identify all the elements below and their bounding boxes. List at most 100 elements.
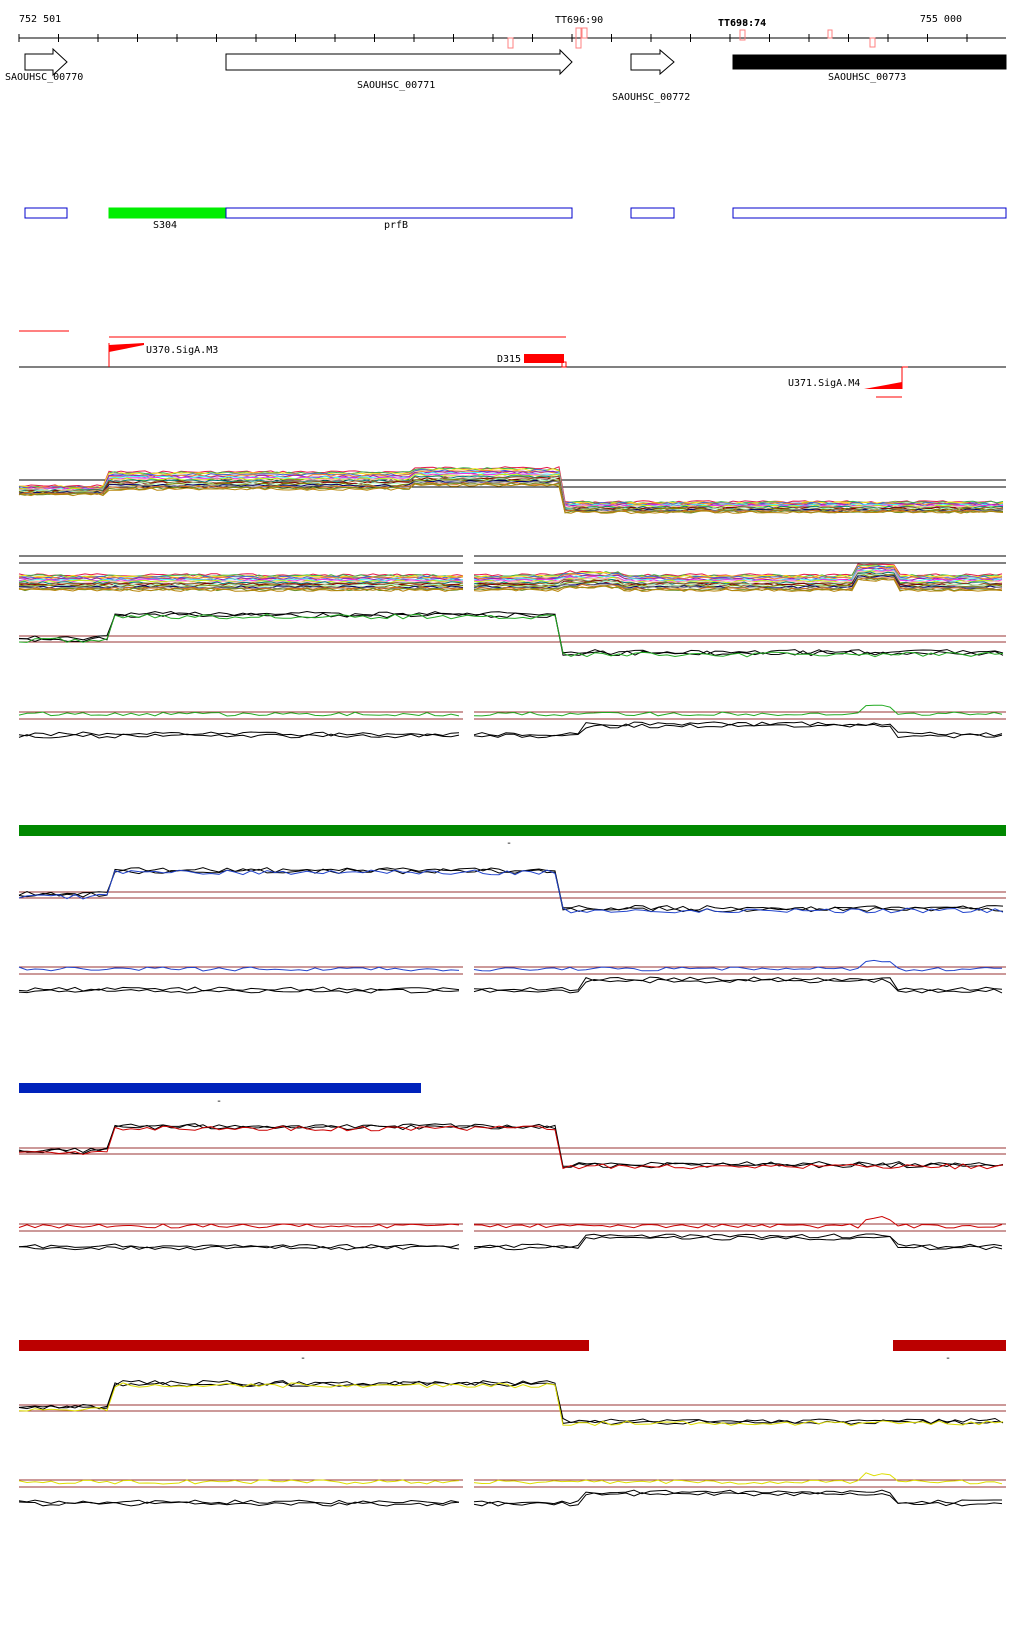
expression-trace — [18, 613, 1004, 658]
ratio-trace — [18, 711, 460, 717]
condition-panel-yellow — [18, 1379, 1006, 1507]
ratio-trace — [18, 1501, 460, 1507]
ratio-trace — [473, 1235, 1003, 1251]
ratio-trace — [473, 1489, 1002, 1505]
condition-bar[interactable] — [19, 825, 1006, 836]
gene-label: SAOUHSC_00772 — [612, 92, 690, 103]
expression-trace — [18, 576, 464, 580]
ratio-trace — [473, 721, 1003, 737]
condition-mark: - — [945, 1353, 951, 1364]
ratio-trace — [473, 1215, 1003, 1229]
gene-arrow[interactable] — [225, 48, 573, 76]
condition-mark: - — [300, 1353, 306, 1364]
ratio-trace — [18, 966, 460, 972]
expression-trace — [18, 577, 464, 581]
condition-bar[interactable] — [19, 1083, 421, 1093]
terminator-label: TT696:90 — [555, 15, 603, 26]
terminator-mark — [581, 27, 588, 39]
promoter-mark[interactable] — [864, 382, 902, 389]
condition-panel-blue — [18, 867, 1006, 994]
terminator-mark — [739, 29, 746, 41]
condition-bar-green: - — [19, 825, 1006, 849]
ratio-trace — [18, 733, 460, 739]
terminator-mark — [507, 37, 514, 49]
condition-panel-red — [18, 1123, 1006, 1251]
condition-bar-red: - - — [19, 1340, 1006, 1364]
expression-trace — [18, 1379, 1004, 1424]
ruler-ticks — [18, 34, 968, 42]
condition-bar[interactable] — [893, 1340, 1006, 1351]
expression-trace — [473, 565, 1003, 580]
promoter-mark[interactable] — [109, 343, 144, 352]
ratio-trace — [473, 1492, 1003, 1507]
gene-arrow[interactable] — [630, 48, 675, 76]
expression-trace — [18, 867, 1004, 912]
expression-trace — [18, 612, 1004, 657]
feature-label: S304 — [153, 220, 177, 231]
expression-trace — [473, 576, 1003, 590]
expression-panels — [18, 466, 1006, 1507]
feature-box-prfb[interactable] — [225, 207, 573, 219]
ruler-end-label: 755 000 — [920, 14, 962, 25]
expression-trace — [18, 1381, 1004, 1426]
expression-trace — [19, 1123, 1004, 1168]
ratio-trace — [473, 704, 1003, 717]
feature-label: prfB — [384, 220, 408, 231]
ratio-trace — [473, 723, 1003, 739]
feature-box[interactable] — [732, 207, 1007, 219]
multi-condition-panel-split — [18, 555, 1006, 592]
terminator-label: TT699:74 — [718, 18, 766, 29]
condition-bar[interactable] — [19, 1340, 589, 1351]
terminator-mark — [869, 37, 876, 48]
feature-track: S304 prfB — [24, 207, 1007, 231]
expression-trace — [473, 563, 1003, 577]
ratio-trace — [473, 1472, 1003, 1485]
terminator-label: TT698:74 — [718, 18, 766, 29]
expression-trace — [18, 868, 1004, 913]
expression-trace — [18, 869, 1004, 914]
expression-trace — [473, 573, 1003, 586]
gene-track: SAOUHSC_00770 SAOUHSC_00771 SAOUHSC_0077… — [5, 47, 1007, 103]
expression-trace — [473, 570, 1003, 584]
expression-trace — [18, 1125, 1004, 1170]
ratio-trace — [18, 1243, 460, 1249]
promoter-block-end — [561, 361, 567, 368]
condition-bar-blue: - — [19, 1083, 421, 1107]
gene-arrow[interactable] — [24, 47, 68, 77]
condition-mark: - — [506, 838, 512, 849]
gene-label: SAOUHSC_00771 — [357, 80, 435, 91]
condition-mark: - — [216, 1096, 222, 1107]
terminator-track: TT696:90 TT698:74 TT699:74 — [507, 15, 876, 49]
expression-trace — [473, 567, 1003, 581]
promoter-track: U370.SigA.M3 D315 U371.SigA.M4 — [19, 330, 1006, 398]
ratio-trace — [18, 1245, 460, 1251]
expression-trace — [473, 578, 1003, 592]
gene-block-filled[interactable] — [732, 54, 1007, 70]
multi-condition-panel-top — [18, 466, 1006, 515]
ratio-trace — [18, 731, 460, 737]
gene-label: SAOUHSC_00773 — [828, 72, 906, 83]
feature-box-s304[interactable] — [108, 207, 227, 219]
expression-trace — [18, 1124, 1004, 1169]
promoter-block[interactable] — [524, 354, 564, 363]
ratio-trace — [18, 1479, 460, 1485]
promoter-label: D315 — [497, 354, 521, 365]
gene-label: SAOUHSC_00770 — [5, 72, 83, 83]
terminator-mark — [575, 27, 582, 49]
expression-trace — [18, 468, 1004, 505]
ratio-trace — [18, 988, 460, 994]
feature-box[interactable] — [630, 207, 675, 219]
expression-trace — [18, 588, 464, 592]
terminator-mark — [827, 29, 833, 39]
feature-box[interactable] — [24, 207, 68, 219]
ratio-trace — [18, 1223, 460, 1229]
promoter-label: U371.SigA.M4 — [788, 378, 860, 389]
expression-trace — [18, 483, 1004, 515]
promoter-label: U370.SigA.M3 — [146, 345, 218, 356]
ratio-trace — [473, 978, 1003, 994]
condition-panel-green — [18, 610, 1006, 739]
expression-trace — [18, 472, 1004, 508]
ruler-start-label: 752 501 — [19, 14, 61, 25]
expression-trace — [473, 577, 1003, 592]
